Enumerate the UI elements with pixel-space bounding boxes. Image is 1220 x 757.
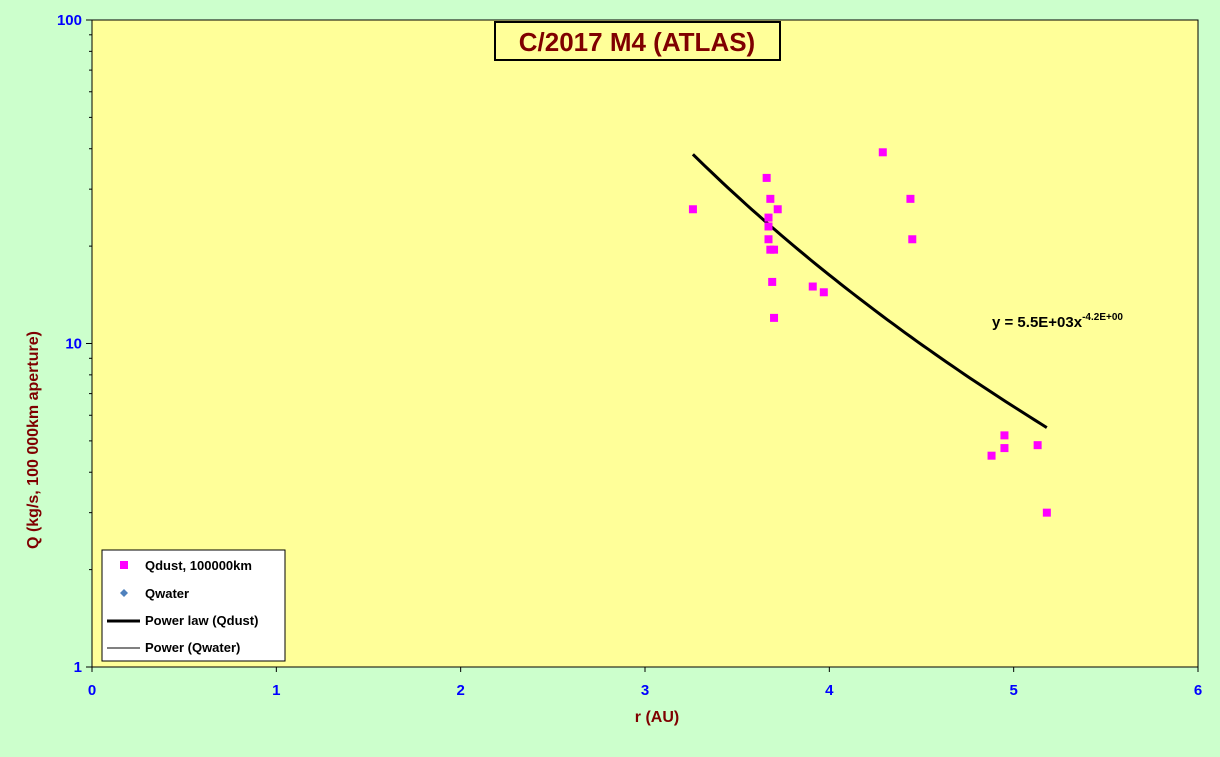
qdust-point bbox=[1000, 431, 1009, 440]
qdust-point bbox=[764, 213, 773, 222]
qdust-point bbox=[1000, 444, 1009, 453]
qdust-point bbox=[764, 235, 773, 244]
trendline-layer bbox=[691, 153, 1048, 429]
x-tick-label: 6 bbox=[1194, 682, 1202, 699]
legend-water-fit-label: Power (Qwater) bbox=[145, 640, 240, 655]
qdust-point bbox=[768, 277, 777, 286]
qdust-point bbox=[1042, 508, 1051, 517]
qdust-point bbox=[688, 205, 697, 214]
x-tick-label: 1 bbox=[272, 682, 280, 699]
qdust-point bbox=[819, 288, 828, 297]
legend-dust-label: Qdust, 100000km bbox=[145, 558, 252, 573]
qdust-point bbox=[906, 194, 915, 203]
qdust-point bbox=[987, 451, 996, 460]
data-points-layer bbox=[688, 148, 1051, 517]
y-tick-label: 100 bbox=[57, 12, 82, 29]
x-tick-label: 3 bbox=[641, 682, 649, 699]
qdust-point bbox=[773, 205, 782, 214]
qdust-point bbox=[908, 235, 917, 244]
legend-dust-marker bbox=[120, 561, 128, 569]
x-axis-title: r (AU) bbox=[635, 709, 679, 726]
y-tick-label: 10 bbox=[65, 336, 82, 353]
fit-equation-exponent: -4.2E+00 bbox=[1082, 312, 1123, 323]
legend-water-marker bbox=[120, 589, 128, 597]
x-tick-label: 0 bbox=[88, 682, 96, 699]
fit-equation: y = 5.5E+03x-4.2E+00 bbox=[992, 312, 1123, 331]
qdust-point bbox=[770, 313, 779, 322]
legend-water-label: Qwater bbox=[145, 586, 189, 601]
x-tick-label: 5 bbox=[1009, 682, 1017, 699]
legend-box bbox=[101, 549, 286, 662]
qdust-point bbox=[764, 222, 773, 231]
x-tick-label: 4 bbox=[825, 682, 834, 699]
fit-equation-main: y = 5.5E+03x bbox=[992, 314, 1083, 331]
y-axis-title: Q (kg/s, 100 000km aperture) bbox=[25, 331, 42, 549]
power-law-fit-curve bbox=[691, 153, 1048, 429]
qdust-point bbox=[878, 148, 887, 157]
chart-title-box bbox=[494, 21, 781, 61]
qdust-point bbox=[766, 194, 775, 203]
x-tick-label: 2 bbox=[456, 682, 464, 699]
qdust-point bbox=[762, 173, 771, 182]
chart-title: C/2017 M4 (ATLAS) bbox=[519, 27, 755, 57]
qdust-point bbox=[1033, 441, 1042, 450]
qdust-point bbox=[770, 245, 779, 254]
y-tick-label: 1 bbox=[74, 659, 82, 676]
legend: Qdust, 100000km Qwater Power law (Qdust)… bbox=[101, 549, 286, 662]
qdust-point bbox=[808, 282, 817, 291]
legend-dust-fit-label: Power law (Qdust) bbox=[145, 613, 258, 628]
